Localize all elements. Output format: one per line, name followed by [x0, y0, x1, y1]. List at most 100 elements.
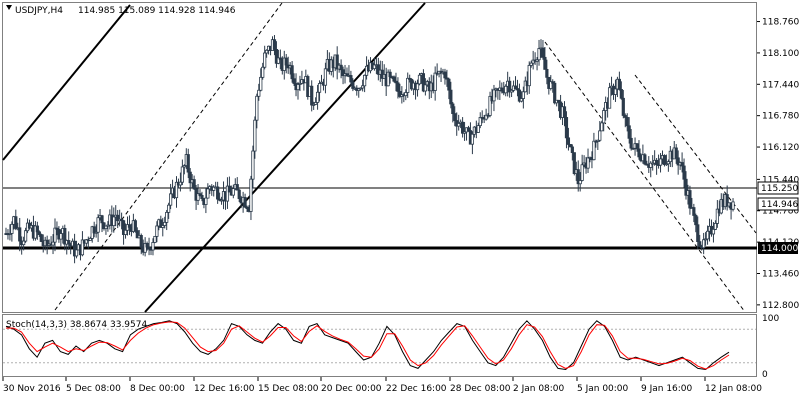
- stoch-signal-line: [6, 321, 730, 370]
- candle: [284, 54, 288, 74]
- candle: [396, 77, 400, 99]
- price-tick-label: 116.120: [762, 143, 799, 153]
- candle: [100, 214, 104, 233]
- candle: [272, 35, 277, 56]
- candle: [315, 84, 320, 110]
- candle: [705, 225, 710, 245]
- candle: [96, 214, 100, 242]
- candle: [339, 59, 343, 79]
- candle: [682, 158, 686, 188]
- candle: [231, 184, 235, 199]
- candle: [580, 154, 584, 182]
- price-tick-label: 117.440: [762, 80, 799, 90]
- price-tick-label: 115.440: [762, 175, 799, 185]
- candle: [169, 183, 173, 210]
- candle: [257, 83, 261, 101]
- time-tick-label: 5 Jan 00:00: [577, 384, 629, 394]
- candle: [572, 152, 576, 176]
- candle: [451, 102, 455, 123]
- candle: [147, 237, 151, 256]
- candle: [243, 193, 247, 208]
- candle: [731, 198, 735, 212]
- candle: [433, 66, 437, 101]
- candle: [296, 81, 300, 100]
- candle: [715, 200, 719, 228]
- candle: [116, 210, 120, 229]
- candle: [466, 125, 471, 132]
- candle: [515, 79, 520, 97]
- candle: [613, 79, 618, 102]
- candle: [167, 202, 171, 219]
- candle: [543, 46, 547, 70]
- candle: [625, 113, 629, 132]
- ohlc-label: 114.985 115.089 114.928 114.946: [78, 6, 236, 16]
- candle: [607, 82, 612, 109]
- candle: [165, 209, 169, 231]
- candle: [462, 121, 467, 141]
- price-tick-label: 118.760: [762, 18, 799, 28]
- stoch-label: Stoch(14,3,3) 38.8674 33.9574: [6, 320, 147, 330]
- candle: [361, 79, 365, 92]
- candle: [22, 236, 26, 251]
- candle: [192, 175, 196, 190]
- candle: [557, 99, 561, 112]
- channel-mid-solid-line[interactable]: [144, 2, 426, 313]
- price-tag-current: 114.946: [757, 197, 799, 211]
- trend-channels[interactable]: [2, 2, 757, 313]
- candle: [651, 155, 655, 171]
- candle: [551, 79, 555, 93]
- candle: [145, 241, 149, 251]
- time-tick-label: 9 Jan 16:00: [641, 384, 693, 394]
- candle: [702, 232, 706, 255]
- candle: [674, 144, 678, 164]
- candle: [212, 184, 216, 197]
- candle: [127, 215, 132, 235]
- candle: [106, 221, 110, 232]
- price-tag-115250: 115.250: [757, 181, 799, 195]
- candle: [541, 40, 545, 60]
- channel-left-dashed-line[interactable]: [54, 2, 283, 311]
- candle: [159, 215, 163, 228]
- candle: [249, 175, 253, 221]
- candle: [676, 150, 680, 175]
- candle: [317, 80, 322, 102]
- time-tick-label: 28 Dec 08:00: [450, 384, 511, 394]
- candle: [102, 222, 106, 231]
- candle: [359, 87, 363, 91]
- time-tick-label: 30 Nov 2016: [3, 384, 61, 394]
- time-tick-label: 22 Dec 16:00: [386, 384, 447, 394]
- channel-left-solid-line[interactable]: [2, 4, 131, 161]
- candle: [488, 91, 492, 118]
- candle: [504, 84, 508, 97]
- candle: [598, 121, 602, 142]
- candle: [80, 231, 85, 257]
- stoch-lines-group: [3, 320, 756, 371]
- candle: [182, 164, 186, 175]
- channel-right-dashed-lower[interactable]: [544, 41, 746, 313]
- candle: [161, 217, 165, 237]
- candle: [453, 106, 457, 127]
- candle: [662, 154, 667, 167]
- candle: [51, 234, 55, 255]
- candle: [696, 216, 700, 250]
- candle: [388, 69, 392, 84]
- candle: [457, 114, 461, 131]
- candles-group: [4, 35, 735, 264]
- candle: [527, 61, 531, 94]
- candle: [351, 78, 355, 92]
- chart-type-icon[interactable]: [6, 5, 12, 10]
- candle: [314, 97, 318, 105]
- candle: [635, 143, 639, 152]
- candle: [664, 154, 669, 166]
- price-tick-label: 118.100: [762, 49, 799, 59]
- candle: [53, 218, 57, 252]
- candle: [537, 39, 541, 66]
- stoch-main-line: [5, 320, 730, 371]
- candle: [219, 196, 224, 205]
- candle: [10, 221, 14, 242]
- candle: [492, 84, 496, 112]
- candle: [74, 240, 79, 259]
- candle: [578, 172, 582, 192]
- channel-right-dashed-upper[interactable]: [634, 74, 757, 234]
